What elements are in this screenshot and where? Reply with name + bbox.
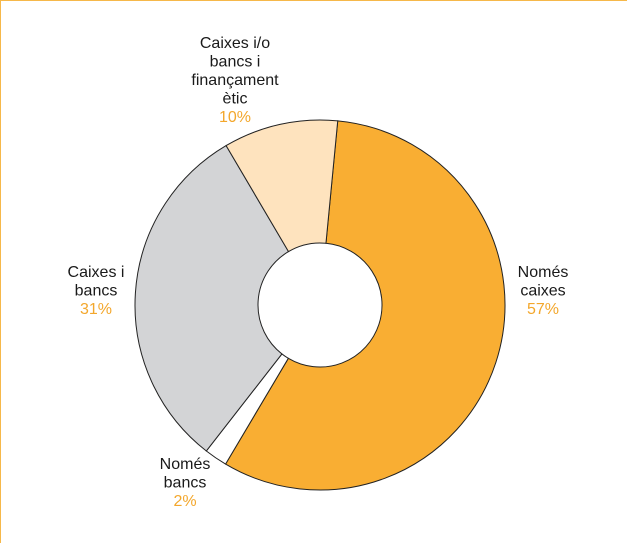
slice-label-line: Caixes i/o	[200, 35, 270, 52]
slice-label-line: bancs	[75, 283, 118, 300]
slice-label-line: Només	[518, 264, 569, 281]
slice-percent-label: 10%	[219, 109, 251, 126]
slice-label-line: caixes	[520, 283, 565, 300]
slice-percent-label: 57%	[527, 301, 559, 318]
slice-percent-label: 31%	[80, 301, 112, 318]
slice-percent-label: 2%	[173, 493, 196, 510]
slice-label-line: Caixes i	[68, 264, 125, 281]
slice-label-line: bancs i	[210, 54, 261, 71]
slice-label-line: Només	[160, 456, 211, 473]
slice-label-line: bancs	[164, 475, 207, 492]
slice-label-line: ètic	[223, 91, 248, 108]
slice-nomes-caixes	[224, 120, 506, 491]
slice-caixes-i-bancs	[134, 144, 290, 452]
slice-label-line: finançament	[191, 72, 279, 89]
slice-caixes-i-o-bancs-i-financament-etic	[225, 119, 339, 253]
